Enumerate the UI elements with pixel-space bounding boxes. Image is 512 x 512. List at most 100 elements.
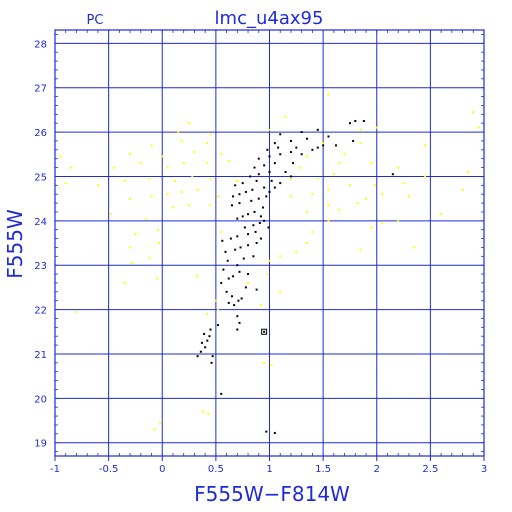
star-point-black xyxy=(252,224,255,227)
star-point-yellow xyxy=(327,188,330,191)
star-point-yellow xyxy=(150,195,153,198)
y-tick-label: 21 xyxy=(34,350,47,361)
star-point-black xyxy=(292,162,295,165)
star-point-yellow xyxy=(75,310,78,313)
star-point-black xyxy=(354,119,357,122)
star-point-yellow xyxy=(207,412,210,415)
x-axis-title: F555W−F814W xyxy=(194,482,350,506)
star-point-yellow xyxy=(266,273,269,276)
star-point-yellow xyxy=(158,242,161,244)
star-point-yellow xyxy=(109,213,112,216)
star-point-black xyxy=(268,171,271,173)
star-point-black xyxy=(247,244,250,247)
star-point-black xyxy=(265,195,268,198)
x-tick-label: 2 xyxy=(374,464,380,475)
star-point-yellow xyxy=(180,190,183,193)
star-point-black xyxy=(306,137,309,140)
star-point-yellow xyxy=(365,197,368,200)
star-point-yellow xyxy=(338,162,341,165)
star-point-black xyxy=(259,237,262,240)
star-point-yellow xyxy=(359,128,362,131)
star-point-black xyxy=(199,350,202,353)
star-point-black xyxy=(273,431,276,434)
star-point-black xyxy=(254,230,257,233)
star-point-yellow xyxy=(375,126,378,129)
star-point-black xyxy=(289,139,292,142)
star-point-yellow xyxy=(139,162,142,165)
star-point-yellow xyxy=(174,179,177,182)
star-point-black xyxy=(221,239,224,242)
star-point-black xyxy=(348,122,351,125)
star-point-yellow xyxy=(466,171,469,173)
star-point-black xyxy=(289,151,292,154)
star-point-black xyxy=(226,259,229,262)
star-point-black xyxy=(229,237,232,240)
star-point-yellow xyxy=(477,126,480,129)
star-point-yellow xyxy=(289,195,292,198)
star-point-black xyxy=(244,286,247,289)
highlight-marker xyxy=(261,328,268,335)
star-point-black xyxy=(277,146,280,149)
y-tick-label: 27 xyxy=(34,84,47,95)
star-point-yellow xyxy=(402,182,405,185)
star-point-yellow xyxy=(316,177,319,180)
star-point-yellow xyxy=(214,299,217,302)
star-point-yellow xyxy=(424,144,427,147)
star-point-black xyxy=(238,202,241,205)
star-point-black xyxy=(279,182,282,185)
star-point-black xyxy=(316,146,319,149)
star-point-black xyxy=(257,173,260,176)
star-point-yellow xyxy=(359,142,362,145)
star-point-black xyxy=(227,277,230,280)
star-point-black xyxy=(227,301,230,304)
star-point-yellow xyxy=(461,188,464,191)
chart-title: lmc_u4ax95 xyxy=(215,8,324,29)
y-tick-label: 19 xyxy=(34,439,47,450)
star-point-yellow xyxy=(131,261,134,264)
star-point-yellow xyxy=(359,248,362,251)
star-point-yellow xyxy=(129,197,132,200)
star-point-black xyxy=(263,219,266,222)
y-tick-label: 26 xyxy=(34,128,47,139)
y-tick-labels: 19 20 21 22 23 24 25 26 27 28 xyxy=(34,39,47,449)
star-point-yellow xyxy=(206,313,209,315)
star-point-yellow xyxy=(161,155,164,158)
star-point-yellow xyxy=(206,142,209,145)
star-point-black xyxy=(224,250,227,253)
star-point-black xyxy=(236,217,239,220)
star-point-black xyxy=(200,341,203,344)
star-point-black xyxy=(232,195,235,198)
star-point-black xyxy=(253,210,256,213)
star-point-black xyxy=(234,184,237,187)
star-point-black xyxy=(257,197,260,200)
star-point-yellow xyxy=(279,290,282,293)
star-point-black xyxy=(237,299,240,302)
x-tick-label: -1 xyxy=(50,464,60,475)
star-point-black xyxy=(334,144,337,147)
star-point-yellow xyxy=(397,219,400,222)
star-point-black xyxy=(247,213,250,216)
star-point-yellow xyxy=(217,308,220,311)
star-point-black xyxy=(295,146,298,149)
star-point-yellow xyxy=(193,151,196,154)
star-point-yellow xyxy=(338,208,341,211)
star-point-yellow xyxy=(159,421,162,424)
star-point-black xyxy=(247,233,250,236)
star-point-black xyxy=(391,173,394,176)
star-point-black xyxy=(268,155,271,158)
star-point-yellow xyxy=(306,210,309,213)
star-point-black xyxy=(273,142,276,145)
star-point-black xyxy=(243,226,246,229)
star-point-black xyxy=(352,139,355,142)
star-point-black xyxy=(252,255,255,258)
data-points xyxy=(59,93,480,434)
star-point-yellow xyxy=(153,428,156,431)
star-point-yellow xyxy=(180,139,183,142)
star-point-black xyxy=(327,135,330,138)
star-point-black xyxy=(206,339,209,342)
star-point-yellow xyxy=(295,250,298,253)
star-point-yellow xyxy=(322,142,325,145)
star-point-yellow xyxy=(155,277,158,280)
star-point-yellow xyxy=(220,230,223,233)
star-point-black xyxy=(279,153,282,156)
